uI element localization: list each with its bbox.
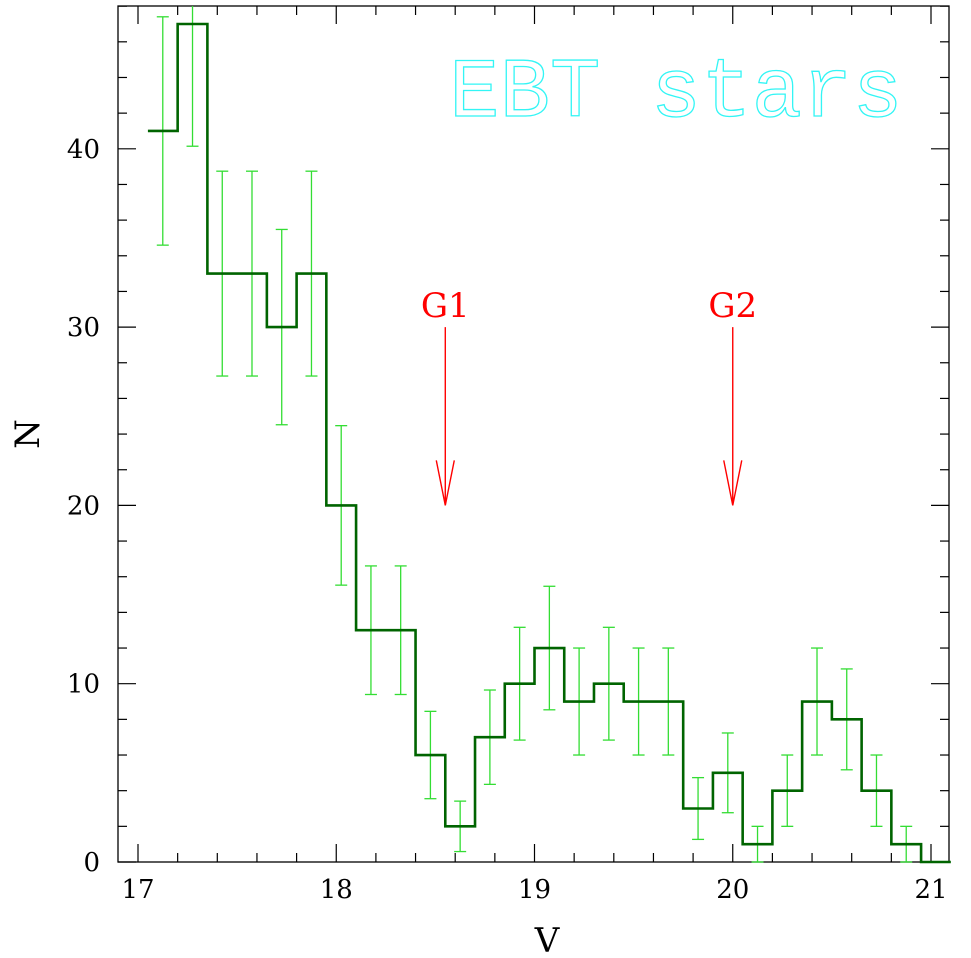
y-tick-label: 20 (67, 491, 100, 521)
histogram (147, 22, 951, 864)
x-tick-label: 17 (121, 875, 154, 905)
annotations: G1 G2 (421, 286, 757, 506)
annotation-arrow-head (435, 460, 455, 506)
annotation-label: G1 (421, 286, 470, 326)
y-tick-label: 30 (67, 313, 100, 343)
y-tick-label: 10 (67, 670, 100, 700)
y-tick-labels: 0 10 20 30 40 (67, 135, 100, 878)
annotation-arrow-head (723, 460, 743, 506)
x-tick-label: 21 (914, 875, 947, 905)
chart-title: EBT stars (449, 47, 903, 142)
x-tick-labels: 17 18 19 20 21 (121, 875, 947, 905)
x-tick-label: 19 (518, 875, 551, 905)
axis-ticks (118, 5, 949, 863)
y-tick-label: 0 (83, 848, 100, 878)
histogram-step-line (147, 22, 951, 864)
y-tick-label: 40 (67, 135, 100, 165)
annotation-label: G2 (708, 286, 757, 326)
x-axis-title: V (534, 921, 561, 958)
x-tick-label: 18 (320, 875, 353, 905)
x-tick-label: 20 (716, 875, 749, 905)
y-axis-title: N (8, 419, 48, 449)
